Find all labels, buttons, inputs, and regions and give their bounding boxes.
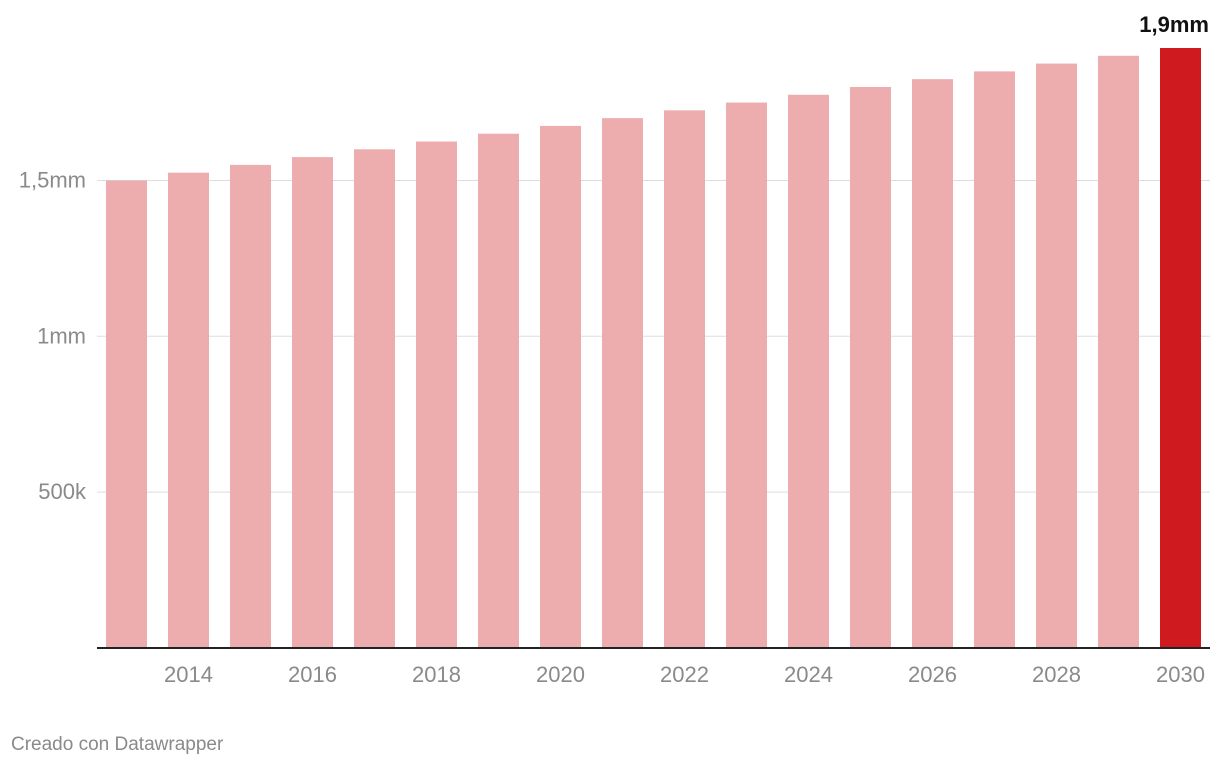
x-tick-label: 2022 xyxy=(660,662,709,687)
x-tick-label: 2016 xyxy=(288,662,337,687)
bar xyxy=(168,172,209,648)
bar-highlight xyxy=(1160,48,1201,648)
value-label-highlight: 1,9mm xyxy=(1139,12,1209,37)
x-tick-label: 2018 xyxy=(412,662,461,687)
bar xyxy=(230,164,271,648)
bar xyxy=(540,125,581,649)
x-tick-label: 2026 xyxy=(908,662,957,687)
bar xyxy=(106,180,147,648)
bar xyxy=(602,118,643,648)
bar xyxy=(354,149,395,648)
bar xyxy=(912,79,953,649)
datawrapper-credit: Creado con Datawrapper xyxy=(11,734,224,755)
bar xyxy=(478,133,519,648)
bar xyxy=(726,102,767,648)
bar xyxy=(1098,55,1139,648)
bar xyxy=(292,157,333,648)
chart-canvas: 500k 1mm 1,5mm 2014 2016 2018 2020 2022 2024 2026… xyxy=(19,12,1210,687)
bar xyxy=(974,71,1015,648)
y-tick-label: 1,5mm xyxy=(19,167,86,192)
x-tick-label: 2014 xyxy=(164,662,213,687)
bar xyxy=(850,86,891,648)
bar xyxy=(664,110,705,649)
x-tick-label: 2028 xyxy=(1032,662,1081,687)
y-tick-label: 500k xyxy=(38,479,87,504)
x-tick-label: 2030 xyxy=(1156,662,1205,687)
x-tick-label: 2024 xyxy=(784,662,833,687)
y-tick-label: 1mm xyxy=(37,323,86,348)
x-tick-label: 2020 xyxy=(536,662,585,687)
bar xyxy=(788,94,829,649)
bar xyxy=(416,141,457,648)
bar xyxy=(1036,63,1077,649)
